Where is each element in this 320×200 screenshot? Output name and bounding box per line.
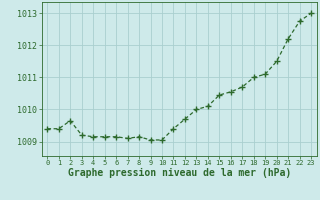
X-axis label: Graphe pression niveau de la mer (hPa): Graphe pression niveau de la mer (hPa) [68, 168, 291, 178]
